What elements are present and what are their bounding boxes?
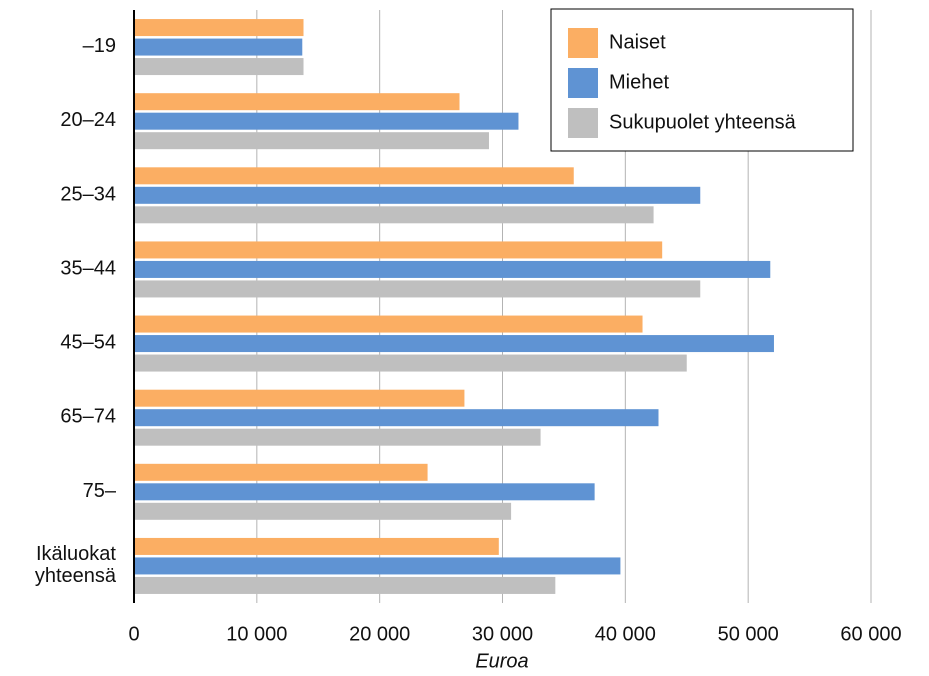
bar: [134, 167, 574, 185]
bar: [134, 483, 595, 501]
bar: [134, 206, 654, 224]
x-tick-label: 10 000: [226, 623, 287, 645]
y-tick-label-line: 45–54: [60, 332, 116, 354]
bar: [134, 354, 687, 372]
y-tick-label-line: Ikäluokat: [36, 543, 116, 565]
bar: [134, 335, 774, 353]
y-tick-label-line: 75–: [83, 480, 117, 502]
bar: [134, 502, 512, 520]
y-tick-label: 75–: [83, 480, 117, 502]
x-axis-label: Euroa: [475, 650, 528, 672]
y-tick-label: 20–24: [60, 109, 116, 131]
y-tick-label-line: –19: [83, 35, 116, 57]
y-tick-label: 45–54: [60, 332, 116, 354]
bar: [134, 112, 519, 130]
y-tick-label-line: 20–24: [60, 109, 116, 131]
bar: [134, 93, 460, 111]
bar: [134, 19, 304, 37]
bar: [134, 576, 556, 594]
x-tick-label: 50 000: [718, 623, 779, 645]
y-tick-label-line: 35–44: [60, 258, 116, 280]
y-tick-label: 25–34: [60, 184, 116, 206]
y-tick-label-line: 25–34: [60, 184, 116, 206]
x-tick-label: 40 000: [595, 623, 656, 645]
y-tick-label: –19: [83, 35, 116, 57]
legend-label: Naiset: [609, 31, 666, 53]
bar: [134, 186, 701, 204]
legend-label: Miehet: [609, 71, 669, 93]
bar: [134, 38, 303, 56]
y-tick-label: 65–74: [60, 406, 116, 428]
y-tick-label-line: yhteensä: [35, 565, 117, 587]
legend-swatch: [568, 28, 598, 58]
legend-swatch: [568, 68, 598, 98]
bar: [134, 557, 621, 575]
bar: [134, 537, 499, 555]
bar: [134, 463, 428, 481]
legend-label: Sukupuolet yhteensä: [609, 111, 797, 133]
x-tick-label: 0: [128, 623, 139, 645]
bar: [134, 260, 771, 278]
x-tick-label: 30 000: [472, 623, 533, 645]
bar: [134, 409, 659, 427]
bar: [134, 389, 465, 407]
y-tick-label: Ikäluokat yhteensä: [35, 543, 117, 587]
x-tick-label: 20 000: [349, 623, 410, 645]
bar: [134, 428, 541, 446]
bar: [134, 280, 701, 298]
y-tick-label-line: 65–74: [60, 406, 116, 428]
x-tick-label: 60 000: [840, 623, 901, 645]
legend-box: [550, 8, 854, 152]
bar: [134, 58, 304, 76]
y-tick-label: 35–44: [60, 258, 116, 280]
bar: [134, 241, 663, 259]
bar: [134, 315, 643, 333]
bar: [134, 132, 489, 150]
legend-swatch: [568, 108, 598, 138]
